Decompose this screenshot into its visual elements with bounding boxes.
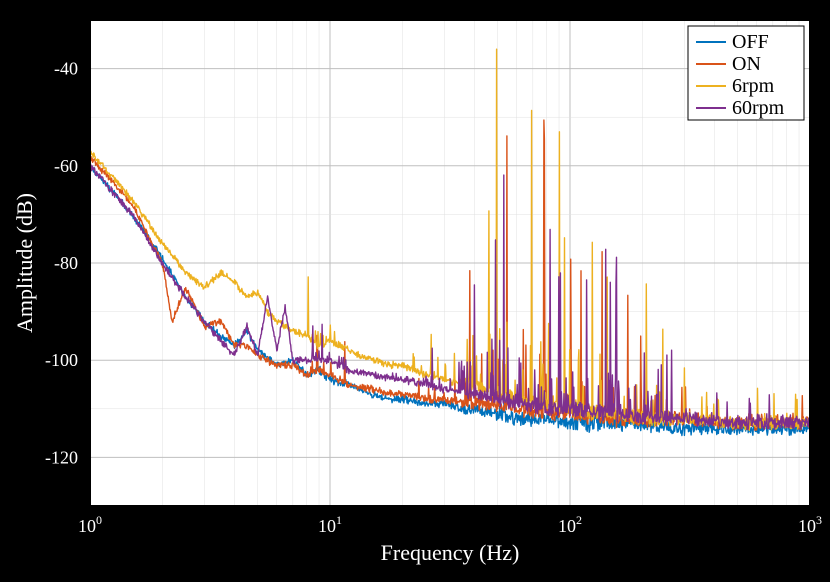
y-tick-label: -80 [54,253,78,273]
y-tick-label: -60 [54,156,78,176]
legend-label: 6rpm [732,75,775,97]
legend-label: ON [732,53,761,75]
y-tick-label: -100 [45,350,78,370]
y-tick-label: -40 [54,59,78,79]
y-tick-label: -120 [45,447,78,467]
x-axis-label: Frequency (Hz) [381,540,520,565]
spectrum-chart: 100101102103-120-100-80-60-40Frequency (… [0,0,830,582]
legend-label: OFF [732,31,769,53]
legend-label: 60rpm [732,97,785,119]
y-axis-label: Amplitude (dB) [12,193,37,333]
chart-svg: 100101102103-120-100-80-60-40Frequency (… [0,0,830,582]
